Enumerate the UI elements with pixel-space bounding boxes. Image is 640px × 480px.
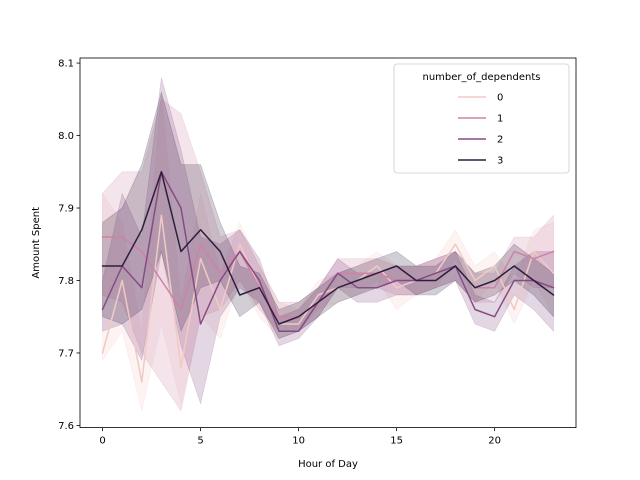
- legend-label-0: 0: [497, 93, 503, 104]
- confidence-band-series-2: [102, 77, 554, 405]
- legend-title: number_of_dependents: [423, 72, 541, 83]
- y-axis-ticks: 7.6 7.7 7.8 7.9 8.0 8.1: [58, 59, 80, 432]
- confidence-band-series-0: [102, 92, 554, 411]
- y-tick-label: 7.6: [58, 421, 74, 432]
- x-tick-label: 10: [292, 436, 305, 447]
- x-tick-label: 20: [488, 436, 501, 447]
- x-axis-title: Hour of Day: [298, 459, 358, 470]
- y-tick-label: 7.7: [58, 348, 74, 359]
- y-tick-label: 8.0: [58, 131, 74, 142]
- x-tick-label: 0: [99, 436, 105, 447]
- series-line-3: [101, 171, 555, 325]
- series-lines: [101, 171, 555, 383]
- y-tick-label: 8.1: [58, 59, 74, 70]
- y-tick-label: 7.9: [58, 204, 74, 215]
- legend-items: 0 1 2 3: [458, 93, 503, 167]
- legend: number_of_dependents 0 1 2 3: [393, 63, 570, 174]
- y-tick-label: 7.8: [58, 276, 74, 287]
- series-line-2: [101, 171, 555, 332]
- y-axis-title: Amount Spent: [31, 207, 42, 279]
- legend-label-3: 3: [497, 156, 503, 167]
- x-axis-ticks: 0 5 10 15 20: [99, 427, 501, 447]
- series-line-0: [101, 214, 555, 383]
- x-tick-label: 5: [197, 436, 203, 447]
- plot-frame: [79, 57, 577, 429]
- x-tick-label: 15: [390, 436, 403, 447]
- legend-label-2: 2: [497, 135, 503, 146]
- legend-label-1: 1: [497, 114, 503, 125]
